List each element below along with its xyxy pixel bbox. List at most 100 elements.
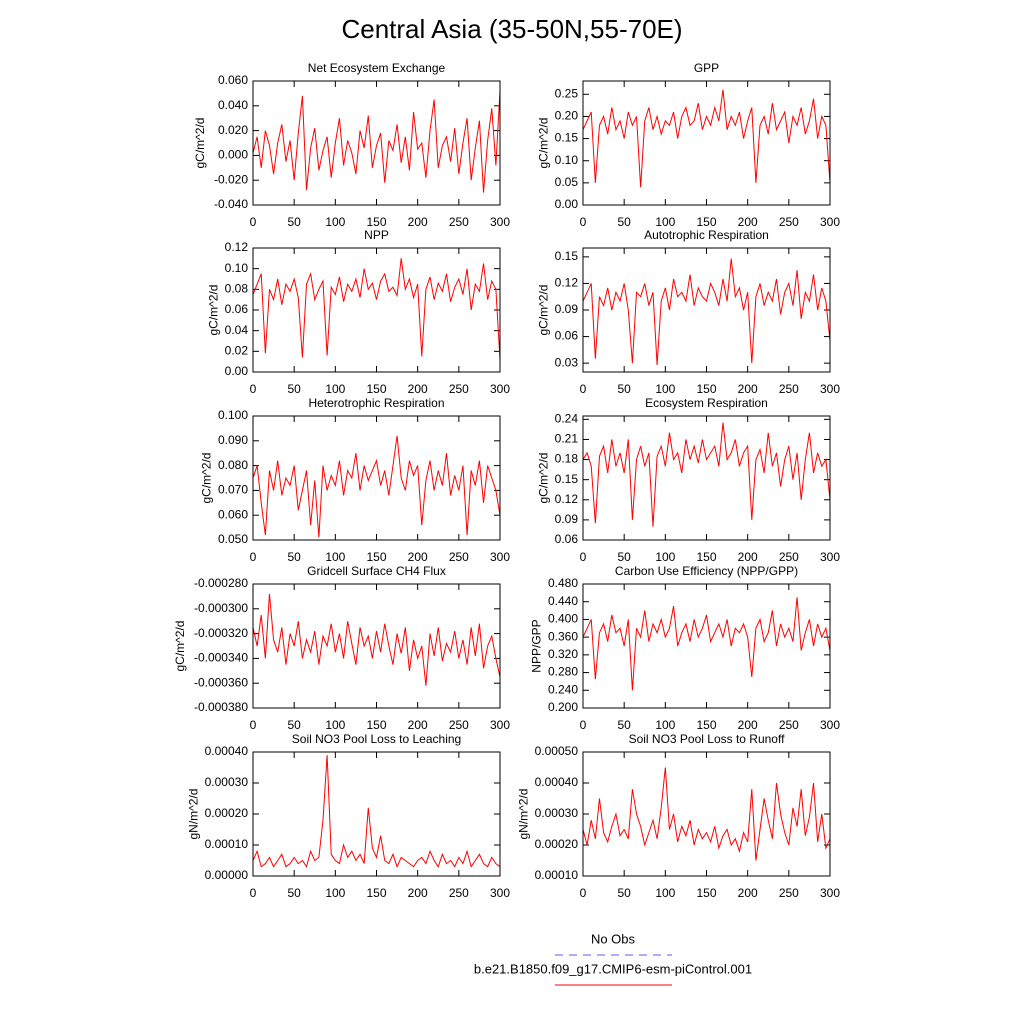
panel-title: Carbon Use Efficiency (NPP/GPP) xyxy=(615,564,798,578)
x-tick-label: 250 xyxy=(449,718,469,732)
data-line xyxy=(582,597,831,691)
x-tick-label: 300 xyxy=(820,215,840,229)
x-tick-label: 150 xyxy=(366,886,386,900)
y-tick-label: 0.06 xyxy=(555,532,579,546)
plot-frame xyxy=(252,751,501,877)
panel: Net Ecosystem Exchange -0.040 -0.020 0.000 0… xyxy=(193,61,510,229)
x-tick-label: 300 xyxy=(490,215,510,229)
y-tick-label: 0.00010 xyxy=(205,837,249,851)
y-tick-label: 0.24 xyxy=(555,412,579,426)
x-tick-label: 250 xyxy=(779,886,799,900)
y-tick-label: -0.000340 xyxy=(194,651,248,665)
x-tick-label: 50 xyxy=(617,718,631,732)
x-tick-label: 300 xyxy=(820,886,840,900)
y-tick-label: 0.09 xyxy=(555,302,579,316)
y-axis-label: gN/m^2/d xyxy=(186,789,200,840)
panel-title: NPP xyxy=(364,228,389,242)
y-tick-label: 0.03 xyxy=(555,355,579,369)
x-tick-label: 200 xyxy=(408,550,428,564)
y-tick-label: 0.05 xyxy=(555,175,579,189)
x-tick-label: 0 xyxy=(580,550,587,564)
y-tick-label: 0.00040 xyxy=(205,744,249,758)
plot-frame xyxy=(252,247,501,373)
y-tick-label: 0.400 xyxy=(548,612,578,626)
x-tick-label: 200 xyxy=(738,382,758,396)
x-tick-label: 0 xyxy=(250,215,257,229)
x-tick-label: 250 xyxy=(779,382,799,396)
y-tick-label: -0.000320 xyxy=(194,626,248,640)
x-tick-label: 0 xyxy=(580,886,587,900)
x-tick-label: 0 xyxy=(580,382,587,396)
x-tick-label: 250 xyxy=(779,718,799,732)
data-line xyxy=(252,90,501,193)
panel: Carbon Use Efficiency (NPP/GPP) 0.200 0.24… xyxy=(530,564,841,732)
x-tick-label: 300 xyxy=(490,886,510,900)
x-tick-label: 300 xyxy=(820,718,840,732)
y-tick-label: 0.21 xyxy=(555,432,579,446)
y-axis-label: gN/m^2/d xyxy=(516,789,530,840)
y-tick-label: 0.360 xyxy=(548,629,578,643)
x-tick-label: 150 xyxy=(366,382,386,396)
x-tick-label: 300 xyxy=(820,382,840,396)
x-tick-label: 250 xyxy=(779,215,799,229)
data-line xyxy=(582,89,831,188)
y-tick-label: 0.15 xyxy=(555,131,579,145)
data-line xyxy=(252,258,501,360)
y-tick-label: 0.100 xyxy=(218,408,248,422)
x-tick-label: 50 xyxy=(617,550,631,564)
x-tick-label: 100 xyxy=(325,886,345,900)
y-axis-label: gC/m^2/d xyxy=(193,118,207,169)
x-tick-label: 150 xyxy=(696,886,716,900)
y-tick-label: 0.020 xyxy=(218,123,248,137)
y-tick-label: 0.480 xyxy=(548,576,578,590)
y-tick-label: 0.200 xyxy=(548,700,578,714)
y-tick-label: 0.320 xyxy=(548,647,578,661)
plot-frame xyxy=(582,80,831,206)
panel: Heterotrophic Respiration 0.050 0.060 0.070… xyxy=(200,396,511,564)
x-tick-label: 0 xyxy=(580,215,587,229)
y-tick-label: 0.240 xyxy=(548,682,578,696)
x-tick-label: 50 xyxy=(287,215,301,229)
y-axis-label: gC/m^2/d xyxy=(206,285,220,336)
y-tick-label: 0.25 xyxy=(555,86,579,100)
x-tick-label: 200 xyxy=(738,886,758,900)
y-tick-label: 0.080 xyxy=(218,458,248,472)
x-tick-label: 150 xyxy=(696,718,716,732)
x-tick-label: 150 xyxy=(366,215,386,229)
y-tick-label: 0.060 xyxy=(218,507,248,521)
legend-label: b.e21.B1850.f09_g17.CMIP6-esm-piControl.… xyxy=(474,961,752,976)
x-tick-label: 300 xyxy=(820,550,840,564)
y-tick-label: -0.020 xyxy=(214,172,248,186)
x-tick-label: 200 xyxy=(738,718,758,732)
panel-title: Autotrophic Respiration xyxy=(644,228,769,242)
y-tick-label: -0.000360 xyxy=(194,675,248,689)
x-tick-label: 150 xyxy=(696,550,716,564)
data-line xyxy=(582,422,831,527)
x-tick-label: 100 xyxy=(325,550,345,564)
y-tick-label: 0.12 xyxy=(555,492,579,506)
x-tick-label: 250 xyxy=(449,382,469,396)
data-line xyxy=(582,258,831,365)
y-tick-label: 0.060 xyxy=(218,73,248,87)
y-tick-label: 0.00 xyxy=(225,364,249,378)
x-tick-label: 50 xyxy=(617,215,631,229)
y-tick-label: 0.18 xyxy=(555,452,579,466)
y-axis-label: gC/m^2/d xyxy=(536,453,550,504)
plot-frame xyxy=(582,751,831,877)
panel: Gridcell Surface CH4 Flux -0.000380 -0.000… xyxy=(173,564,510,732)
y-tick-label: 0.00 xyxy=(555,197,579,211)
x-tick-label: 250 xyxy=(449,215,469,229)
panel: Soil NO3 Pool Loss to Leaching 0.00000 0.0… xyxy=(186,732,510,900)
panel-title: Net Ecosystem Exchange xyxy=(308,61,446,75)
x-tick-label: 0 xyxy=(250,886,257,900)
y-tick-label: 0.00030 xyxy=(535,806,579,820)
x-tick-label: 0 xyxy=(580,718,587,732)
x-tick-label: 300 xyxy=(490,382,510,396)
x-tick-label: 100 xyxy=(655,215,675,229)
y-tick-label: 0.00040 xyxy=(535,775,579,789)
x-tick-label: 100 xyxy=(655,886,675,900)
y-tick-label: 0.00030 xyxy=(205,775,249,789)
panel: Autotrophic Respiration 0.03 0.06 0.09 0.12 0… xyxy=(536,228,840,396)
y-tick-label: 0.04 xyxy=(225,323,249,337)
